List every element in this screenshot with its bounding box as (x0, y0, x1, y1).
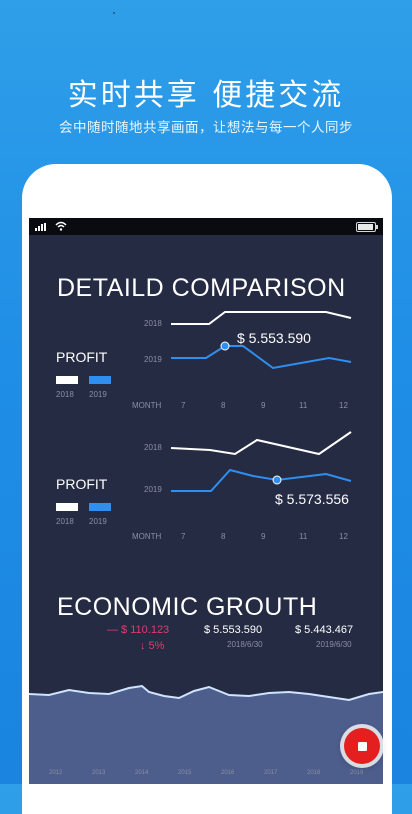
area-year-label: 2016 (221, 770, 235, 776)
series-label-2019-b: 2019 (144, 485, 162, 494)
growth-date-b: 2019/6/30 (316, 640, 352, 649)
profit-label-2: PROFIT (56, 476, 108, 492)
growth-area (29, 686, 383, 784)
chart2-line-2019 (171, 468, 352, 492)
chart1-point (220, 341, 230, 351)
series-label-2018: 2018 (144, 319, 162, 328)
month-tick: 11 (299, 401, 308, 410)
series-label-2018-b: 2018 (144, 443, 162, 452)
month-label-b: MONTH (132, 532, 162, 541)
area-year-label: 2018 (307, 770, 321, 776)
chart2-line-2018 (170, 431, 352, 456)
comparison-title: DETAILD COMPARISON (57, 274, 346, 302)
legend-label-2019: 2019 (89, 390, 107, 399)
status-bar (29, 218, 383, 235)
legend-label-2018: 2018 (56, 390, 74, 399)
legend-swatch-2019 (89, 376, 111, 384)
month-tick-b: 8 (221, 532, 226, 541)
status-dot (113, 12, 115, 14)
growth-value-a: $ 5.553.590 (204, 624, 263, 636)
growth-change-amount: — $ 110.123 (107, 624, 170, 636)
wifi-icon (55, 221, 67, 231)
month-tick-b: 12 (339, 532, 348, 541)
legend-swatch-2019-b (89, 503, 111, 511)
signal-icon (35, 223, 46, 231)
chart2-point (272, 475, 282, 485)
area-year-label: 2013 (92, 770, 106, 776)
stop-sharing-button[interactable] (344, 728, 380, 764)
month-tick: 8 (221, 401, 226, 410)
legend-label-2019-b: 2019 (89, 517, 107, 526)
chart1-line-2018 (171, 311, 352, 325)
month-tick-b: 9 (261, 532, 266, 541)
battery-icon (356, 222, 378, 232)
legend-swatch-2018-b (56, 503, 78, 511)
comparison-lines (29, 311, 383, 784)
growth-title: ECONOMIC GROUTH (57, 593, 318, 621)
month-tick-b: 11 (299, 532, 308, 541)
area-year-label: 2012 (49, 770, 63, 776)
profit-label-1: PROFIT (56, 349, 108, 365)
area-year-label: 2019 (350, 770, 364, 776)
stop-icon (358, 742, 367, 751)
phone-screen: DETAILD COMPARISON PROFIT 2018 2019 2018… (29, 218, 383, 784)
growth-date-a: 2018/6/30 (227, 640, 263, 649)
growth-change-percent: ↓ 5% (140, 640, 165, 652)
month-label: MONTH (132, 401, 162, 410)
month-tick: 12 (339, 401, 348, 410)
chart1-line-2019 (171, 345, 352, 370)
series-label-2019: 2019 (144, 355, 162, 364)
chart1-value: $ 5.553.590 (237, 330, 311, 346)
legend-label-2018-b: 2018 (56, 517, 74, 526)
chart2-value: $ 5.573.556 (275, 491, 349, 507)
area-year-label: 2017 (264, 770, 278, 776)
area-year-label: 2014 (135, 770, 149, 776)
area-year-label: 2015 (178, 770, 192, 776)
month-tick-b: 7 (181, 532, 186, 541)
month-tick: 9 (261, 401, 266, 410)
month-tick: 7 (181, 401, 186, 410)
growth-line (29, 684, 383, 702)
page-headline: 实时共享 便捷交流 (67, 78, 345, 113)
growth-value-b: $ 5.443.467 (295, 624, 354, 636)
page-subtitle: 会中随时随地共享画面，让想法与每一个人同步 (59, 120, 353, 136)
legend-swatch-2018 (56, 376, 78, 384)
